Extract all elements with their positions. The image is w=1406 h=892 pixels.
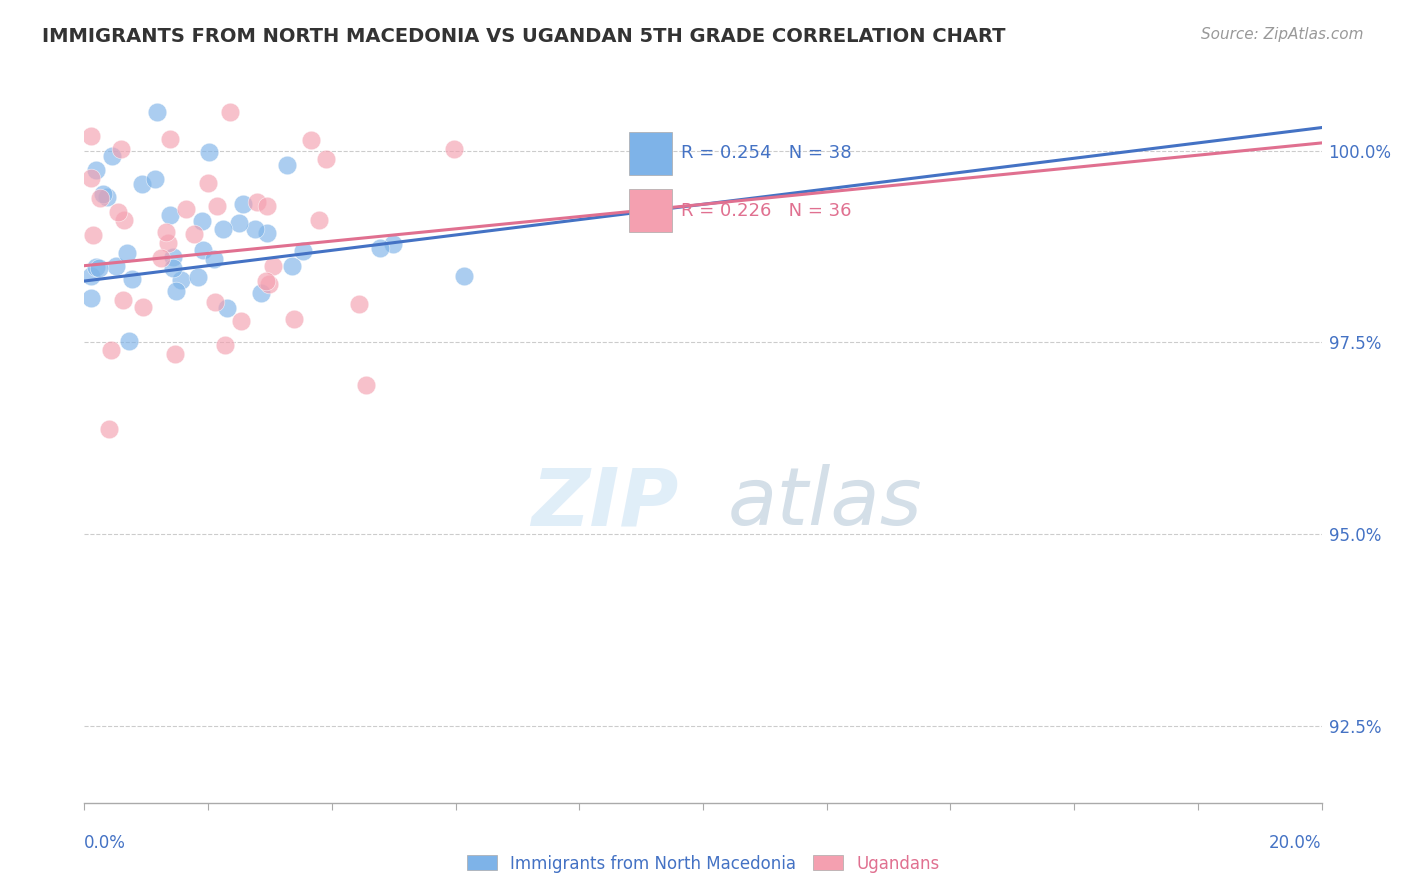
Point bbox=[205, 199, 228, 213]
Text: Source: ZipAtlas.com: Source: ZipAtlas.com bbox=[1201, 27, 1364, 42]
Point bbox=[250, 286, 273, 301]
Point bbox=[202, 252, 225, 266]
Point bbox=[117, 334, 139, 348]
Point bbox=[162, 260, 184, 275]
Point bbox=[82, 227, 104, 242]
Point bbox=[100, 343, 122, 357]
Point bbox=[89, 260, 111, 275]
FancyBboxPatch shape bbox=[628, 132, 672, 175]
Point bbox=[96, 190, 118, 204]
Point bbox=[299, 133, 322, 147]
Point bbox=[79, 268, 101, 283]
Point bbox=[97, 422, 120, 436]
Point bbox=[443, 142, 465, 156]
Point bbox=[232, 196, 254, 211]
Point bbox=[79, 171, 101, 186]
Point bbox=[112, 213, 135, 227]
Point bbox=[145, 105, 167, 120]
Point bbox=[84, 163, 107, 178]
Point bbox=[163, 347, 186, 361]
Text: R = 0.226   N = 36: R = 0.226 N = 36 bbox=[681, 202, 851, 219]
Point bbox=[217, 301, 239, 315]
Point bbox=[197, 177, 219, 191]
Point bbox=[280, 259, 302, 273]
Point bbox=[143, 172, 166, 186]
Point bbox=[157, 235, 180, 250]
Point bbox=[176, 202, 198, 216]
Point bbox=[257, 277, 280, 292]
Point bbox=[228, 216, 250, 230]
Point bbox=[256, 227, 278, 241]
Point bbox=[315, 153, 337, 167]
Point bbox=[187, 270, 209, 285]
Point bbox=[204, 294, 226, 309]
Text: ZIP: ZIP bbox=[531, 464, 678, 542]
Point bbox=[79, 128, 101, 143]
Text: IMMIGRANTS FROM NORTH MACEDONIA VS UGANDAN 5TH GRADE CORRELATION CHART: IMMIGRANTS FROM NORTH MACEDONIA VS UGAND… bbox=[42, 27, 1005, 45]
Point bbox=[262, 259, 284, 273]
Point bbox=[162, 251, 184, 265]
Point bbox=[132, 300, 155, 314]
Point bbox=[245, 194, 267, 209]
Point bbox=[131, 178, 153, 192]
Point bbox=[165, 284, 187, 298]
Point bbox=[212, 221, 235, 235]
Text: 0.0%: 0.0% bbox=[84, 834, 127, 852]
Point bbox=[276, 158, 298, 172]
Point bbox=[115, 245, 138, 260]
Text: 20.0%: 20.0% bbox=[1270, 834, 1322, 852]
Point bbox=[197, 145, 219, 160]
Point bbox=[183, 227, 205, 241]
Point bbox=[84, 260, 107, 274]
Point bbox=[112, 293, 135, 307]
Point bbox=[283, 312, 305, 326]
Point bbox=[149, 251, 172, 265]
Point bbox=[89, 191, 111, 205]
Point bbox=[193, 244, 215, 258]
Point bbox=[159, 208, 181, 222]
Point bbox=[370, 241, 392, 255]
Point bbox=[231, 314, 253, 328]
Legend: Immigrants from North Macedonia, Ugandans: Immigrants from North Macedonia, Ugandan… bbox=[460, 848, 946, 880]
Point bbox=[155, 225, 177, 239]
Text: R = 0.254   N = 38: R = 0.254 N = 38 bbox=[681, 145, 852, 162]
Point bbox=[356, 378, 378, 392]
FancyBboxPatch shape bbox=[628, 189, 672, 232]
Point bbox=[382, 237, 405, 252]
Point bbox=[110, 142, 132, 156]
Point bbox=[453, 269, 475, 284]
Point bbox=[79, 291, 101, 305]
Point bbox=[121, 272, 143, 286]
Point bbox=[159, 132, 181, 146]
Point bbox=[291, 244, 314, 258]
Point bbox=[254, 274, 277, 288]
Point bbox=[245, 222, 267, 236]
Point bbox=[308, 213, 330, 227]
Point bbox=[104, 259, 127, 273]
Point bbox=[219, 105, 242, 120]
Text: atlas: atlas bbox=[728, 464, 922, 542]
Point bbox=[170, 273, 193, 287]
Point bbox=[100, 149, 122, 163]
Point bbox=[190, 214, 212, 228]
Point bbox=[91, 186, 114, 201]
Point bbox=[256, 199, 278, 213]
Point bbox=[214, 338, 236, 352]
Point bbox=[347, 297, 370, 311]
Point bbox=[107, 205, 129, 219]
